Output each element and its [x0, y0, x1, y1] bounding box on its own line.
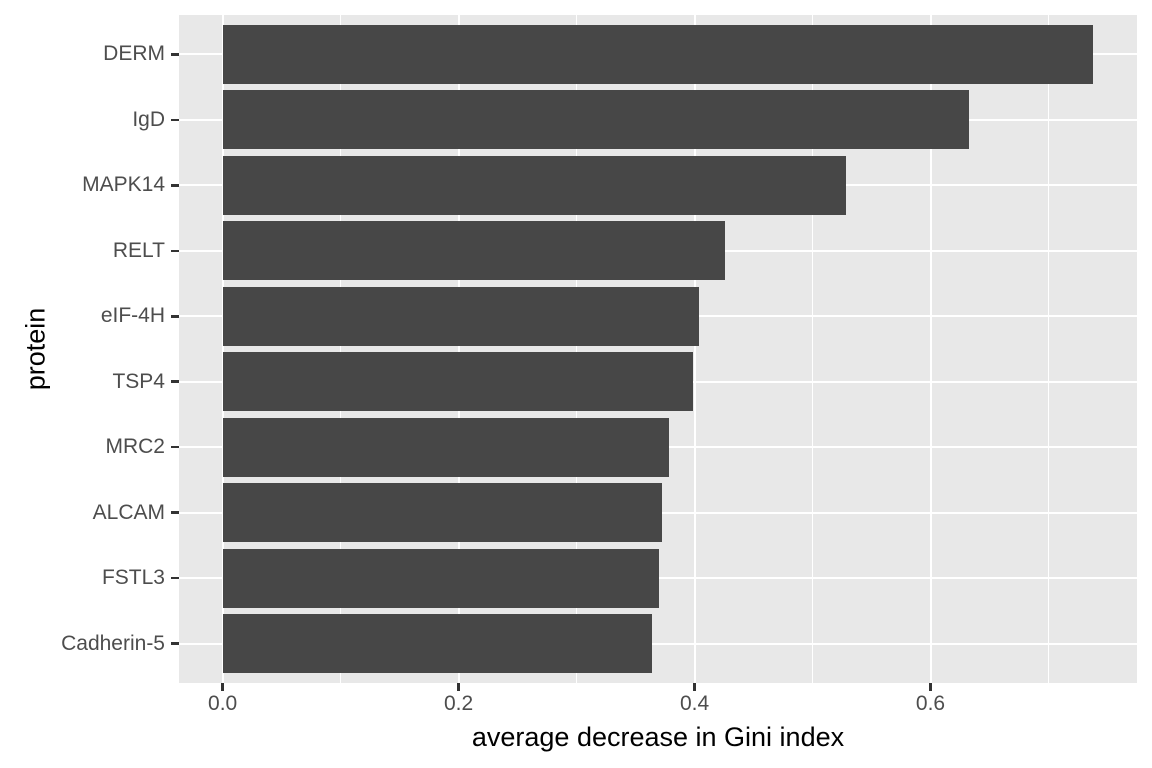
minor-gridline — [340, 15, 342, 683]
bar-RELT — [222, 221, 726, 281]
y-tick-mark — [171, 445, 179, 449]
x-tick-mark — [221, 683, 224, 691]
bar-IgD — [222, 90, 970, 150]
y-tick-mark — [171, 576, 179, 580]
y-tick-mark — [171, 315, 179, 318]
major-gridline — [929, 15, 932, 683]
x-tick-label: 0.6 — [915, 692, 946, 715]
y-tick-label: MRC2 — [105, 435, 165, 459]
y-tick-label: ALCAM — [92, 500, 165, 524]
x-tick-mark — [693, 683, 696, 691]
bar-FSTL3 — [222, 548, 660, 608]
x-axis-title: average decrease in Gini index — [471, 722, 845, 752]
y-tick-mark — [171, 184, 179, 187]
bar-eIF-4H — [222, 286, 700, 346]
y-tick-label: FSTL3 — [101, 566, 165, 590]
x-tick-label: 0.2 — [444, 692, 474, 715]
plot-panel — [179, 15, 1137, 683]
y-tick-label: RELT — [112, 238, 165, 262]
x-tick-mark — [457, 683, 460, 691]
major-gridline — [457, 15, 460, 683]
y-tick-label: eIF-4H — [100, 304, 165, 328]
y-tick-mark — [171, 53, 179, 56]
bar-MAPK14 — [222, 155, 846, 215]
x-tick-label: 0.0 — [208, 692, 238, 715]
bar-MRC2 — [222, 417, 669, 477]
y-tick-mark — [171, 642, 179, 645]
bar-ALCAM — [222, 483, 662, 543]
major-gridline — [221, 15, 224, 683]
bar-Cadherin-5 — [222, 614, 653, 674]
y-tick-mark — [171, 118, 179, 122]
y-tick-mark — [171, 249, 179, 252]
y-tick-label: MAPK14 — [82, 173, 165, 197]
major-gridline — [693, 15, 696, 683]
y-tick-label: TSP4 — [112, 369, 165, 393]
minor-gridline — [812, 15, 814, 683]
y-tick-mark — [171, 511, 179, 514]
row-gridline — [179, 642, 1137, 645]
x-tick-mark — [929, 683, 932, 691]
x-tick-label: 0.4 — [679, 692, 710, 715]
bar-TSP4 — [222, 352, 694, 412]
minor-gridline — [576, 15, 578, 683]
y-tick-label: Cadherin-5 — [61, 631, 165, 655]
y-tick-mark — [171, 380, 179, 383]
bar-DERM — [222, 24, 1094, 84]
y-tick-label: DERM — [103, 42, 165, 66]
minor-gridline — [1048, 15, 1049, 683]
y-tick-label: IgD — [132, 107, 165, 131]
